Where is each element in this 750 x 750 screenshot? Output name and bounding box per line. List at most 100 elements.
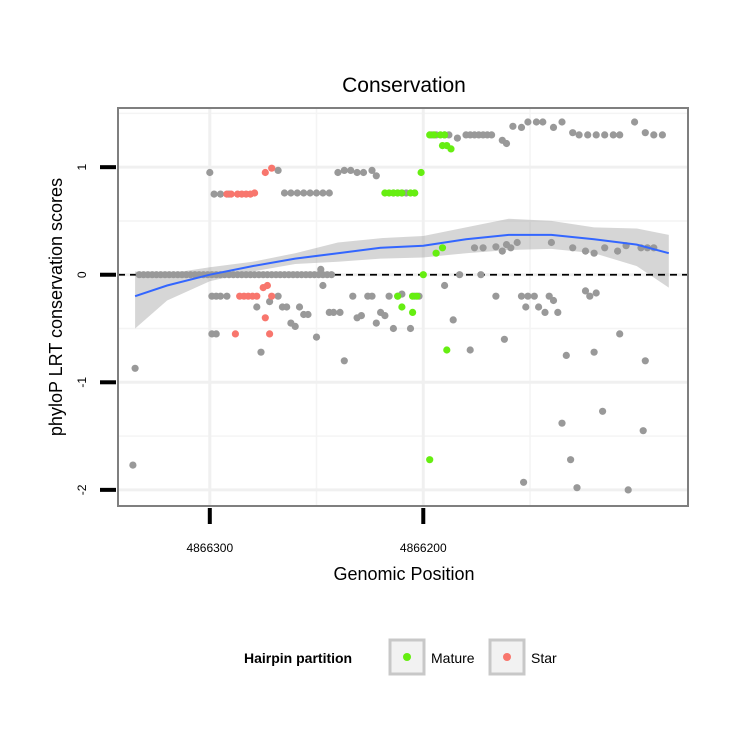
data-point-mature [441, 131, 449, 139]
x-axis-title: Genomic Position [333, 564, 474, 584]
confidence-band [135, 218, 669, 329]
data-point-other [223, 292, 231, 300]
data-point-other [639, 427, 647, 435]
series-mature [381, 131, 455, 464]
data-point-other [554, 308, 562, 316]
legend-label-mature: Mature [431, 650, 475, 666]
data-point-other [539, 118, 547, 126]
data-point-other [586, 292, 594, 300]
legend-key-star [503, 653, 511, 661]
data-point-other [280, 189, 289, 197]
data-point-other [509, 122, 517, 130]
data-point-other [456, 271, 464, 279]
data-point-mature [398, 189, 406, 197]
x-tick-label: 4866200 [400, 541, 447, 555]
data-point-other [293, 189, 301, 197]
data-point-star [268, 164, 276, 172]
data-point-mature [438, 244, 447, 252]
data-point-star [251, 189, 259, 197]
data-point-other [453, 134, 461, 142]
data-point-other [372, 172, 380, 180]
data-point-other [381, 312, 389, 320]
data-point-other [334, 168, 342, 177]
data-point-other [317, 265, 325, 273]
legend-key-mature [403, 653, 411, 661]
data-point-mature [394, 292, 402, 300]
data-point-other [353, 168, 361, 177]
data-point-mature [419, 271, 427, 279]
data-point-other [304, 310, 312, 319]
data-point-other [291, 322, 299, 330]
series-star [223, 164, 276, 338]
data-point-other [466, 346, 474, 354]
data-point-other [547, 238, 556, 247]
data-point-other [357, 312, 365, 320]
data-point-other [340, 357, 348, 365]
data-point-other [573, 484, 581, 492]
data-point-other [592, 131, 600, 139]
data-point-other [295, 303, 304, 311]
data-point-other [287, 189, 295, 197]
data-point-other [592, 289, 600, 297]
data-point-star [266, 330, 274, 338]
data-point-other [359, 168, 368, 177]
data-point-other [641, 129, 649, 137]
data-point-other [327, 271, 336, 279]
data-point-other [549, 123, 558, 131]
data-point-other [340, 166, 348, 174]
data-point-star [231, 330, 239, 338]
data-point-other [517, 123, 526, 131]
data-point-other [524, 118, 532, 126]
data-point-other [498, 247, 506, 255]
data-point-other [312, 333, 321, 341]
data-point-other [569, 129, 577, 137]
data-point-other [389, 324, 397, 333]
data-point-other [349, 292, 357, 300]
data-point-mature [417, 168, 425, 177]
data-point-other [470, 244, 479, 252]
data-point-other [522, 303, 530, 311]
data-point-other [601, 244, 609, 252]
data-point-other [590, 249, 598, 257]
plot-panel [117, 107, 689, 507]
data-point-other [562, 351, 570, 359]
data-point-other [283, 303, 291, 311]
data-point-other [449, 316, 457, 324]
data-point-other [541, 308, 549, 316]
plot-border [117, 107, 689, 507]
data-point-other [216, 190, 225, 198]
data-point-other [624, 486, 632, 494]
legend-item-mature: Mature [388, 638, 475, 676]
data-point-other [406, 324, 415, 333]
data-point-other [520, 478, 528, 486]
data-point-other [535, 303, 543, 311]
data-point-other [616, 330, 624, 338]
data-point-other [319, 281, 327, 290]
data-point-other [567, 456, 575, 464]
data-point-other [584, 131, 592, 139]
data-point-other [300, 189, 308, 197]
data-point-other [500, 335, 508, 343]
data-point-other [477, 271, 485, 279]
data-point-other [569, 244, 577, 252]
x-axis: 4866300 4866200 [186, 508, 447, 555]
data-point-other [590, 348, 598, 356]
data-point-other [319, 189, 327, 197]
data-point-other [641, 357, 649, 365]
data-point-mature [443, 346, 451, 354]
data-point-other [325, 189, 333, 197]
data-point-mature [411, 189, 419, 197]
confidence-band-area [135, 218, 669, 329]
data-point-other [549, 296, 558, 305]
data-point-other [524, 292, 532, 300]
data-point-other [614, 247, 622, 255]
data-point-other [530, 292, 538, 300]
legend-label-star: Star [531, 650, 557, 666]
smooth-line [134, 233, 670, 298]
data-point-other [601, 131, 609, 139]
data-point-other [312, 189, 321, 197]
data-point-star [261, 168, 269, 177]
data-point-other [558, 118, 566, 126]
data-point-mature [413, 292, 421, 300]
